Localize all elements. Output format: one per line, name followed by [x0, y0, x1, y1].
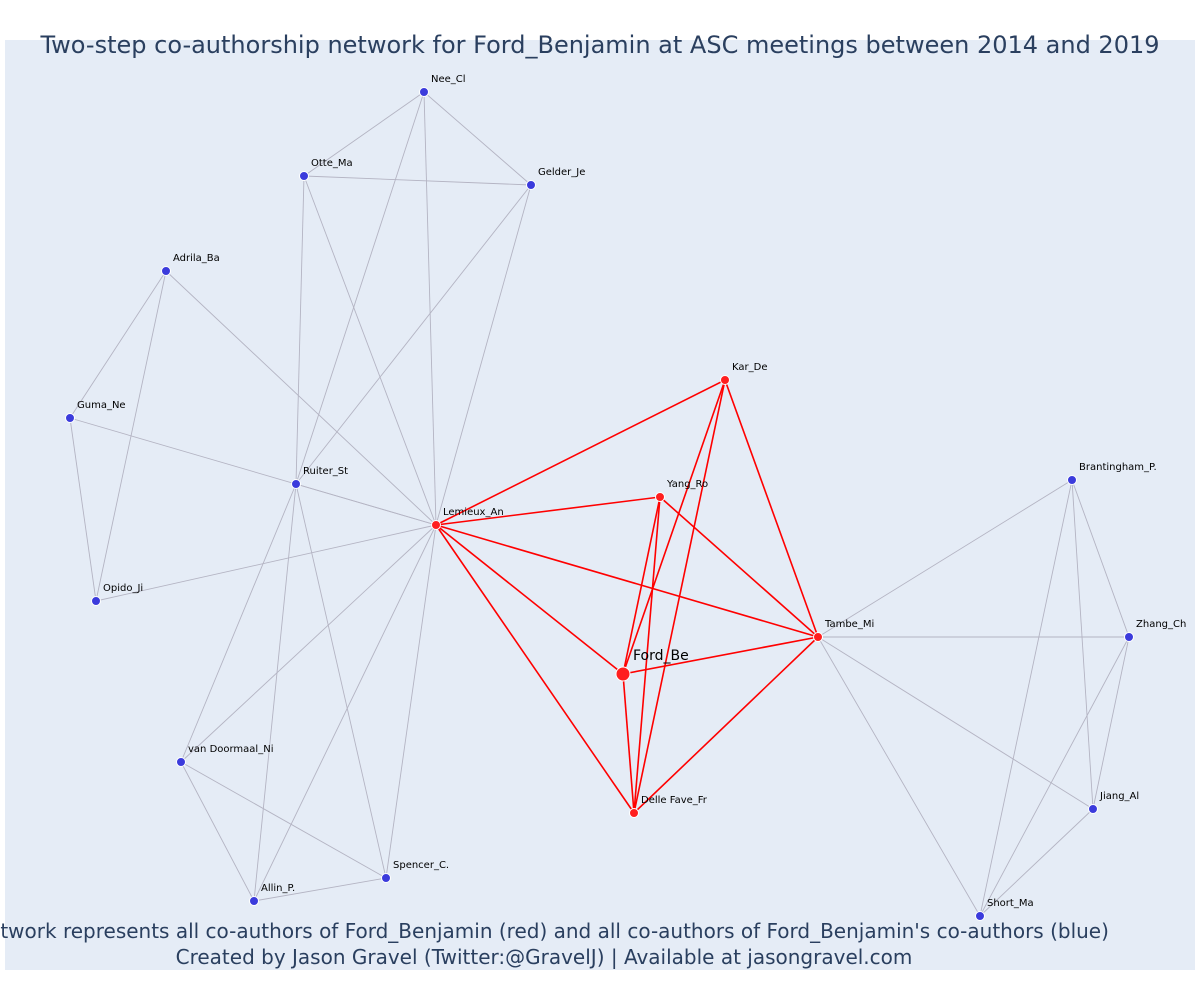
edge-lemieux-tambe: [435, 524, 819, 638]
edge-brantingham-short: [979, 479, 1073, 917]
node-label-nee: Nee_Cl: [431, 74, 466, 85]
node-spencer[interactable]: [381, 873, 391, 883]
edge-vandoormaal-spencer: [180, 761, 387, 879]
node-brantingham[interactable]: [1067, 475, 1077, 485]
node-label-delle: Delle Fave_Fr: [641, 795, 708, 806]
edge-otte-lemieux: [303, 175, 437, 526]
edge-guma-opido: [69, 417, 97, 602]
edge-spencer-allin: [253, 877, 387, 902]
edge-vandoormaal-allin: [180, 761, 255, 902]
node-label-spencer: Spencer_C.: [393, 860, 449, 871]
edge-vandoormaal-lemieux: [180, 524, 437, 763]
node-label-ruiter: Ruiter_St: [303, 466, 348, 477]
edge-layer: [69, 91, 1130, 917]
node-label-opido: Opido_Ji: [103, 583, 143, 594]
edge-adrila-lemieux: [165, 270, 437, 526]
node-label-zhang: Zhang_Ch: [1136, 619, 1186, 630]
node-vandoormaal[interactable]: [176, 757, 186, 767]
label-layer: Ford_Be Lemieux_An Kar_De Yang_Ro Tambe_Mi De…: [77, 74, 1186, 909]
node-kar[interactable]: [720, 375, 730, 385]
node-label-vandoormaal: van Doormaal_Ni: [188, 744, 273, 755]
node-label-yang: Yang_Ro: [666, 479, 708, 490]
edge-otte-gelder: [303, 175, 532, 186]
node-yang[interactable]: [655, 492, 665, 502]
node-nee[interactable]: [419, 87, 429, 97]
node-jiang[interactable]: [1088, 804, 1098, 814]
node-label-brantingham: Brantingham_P.: [1079, 462, 1157, 473]
edge-allin-lemieux: [253, 524, 437, 902]
node-label-jiang: Jiang_Al: [1099, 791, 1139, 802]
edge-ford-lemieux: [435, 524, 624, 675]
node-label-ford: Ford_Be: [633, 648, 689, 664]
edge-ford-kar: [622, 379, 726, 675]
node-short[interactable]: [975, 911, 985, 921]
node-allin[interactable]: [249, 896, 259, 906]
node-delle[interactable]: [629, 808, 639, 818]
edge-jiang-short: [979, 808, 1094, 917]
node-label-gelder: Gelder_Je: [538, 167, 585, 178]
node-label-kar: Kar_De: [732, 362, 767, 373]
edge-tambe-short: [817, 636, 981, 917]
edge-adrila-guma: [69, 270, 167, 419]
figure-title: Two-step co-authorship network for Ford_…: [39, 31, 1159, 59]
edge-lemieux-yang: [435, 496, 661, 526]
node-label-tambe: Tambe_Mi: [824, 619, 874, 630]
node-tambe[interactable]: [813, 632, 823, 642]
node-ford[interactable]: [615, 666, 631, 682]
edge-lemieux-delle: [435, 524, 635, 814]
edge-ruiter-vandoormaal: [180, 483, 297, 763]
node-layer: [65, 87, 1134, 921]
edge-opido-lemieux: [95, 524, 437, 602]
node-label-short: Short_Ma: [987, 898, 1034, 909]
node-adrila[interactable]: [161, 266, 171, 276]
node-guma[interactable]: [65, 413, 75, 423]
caption-line-2: Created by Jason Gravel (Twitter:@Gravel…: [176, 945, 913, 969]
node-ruiter[interactable]: [291, 479, 301, 489]
edge-ruiter-spencer: [295, 483, 387, 879]
edge-otte-ruiter: [295, 175, 305, 485]
edge-nee-lemieux: [423, 91, 437, 526]
node-label-adrila: Adrila_Ba: [173, 253, 220, 264]
edge-zhang-short: [979, 636, 1130, 917]
edge-ford-delle: [622, 673, 635, 814]
edge-ford-tambe: [622, 636, 819, 675]
edge-nee-otte: [303, 91, 425, 177]
edge-brantingham-jiang: [1071, 479, 1094, 810]
edge-ruiter-lemieux: [295, 483, 437, 526]
edge-yang-tambe: [659, 496, 819, 638]
node-lemieux[interactable]: [431, 520, 441, 530]
edge-brantingham-zhang: [1071, 479, 1130, 638]
edge-tambe-jiang: [817, 636, 1094, 810]
edge-tambe-brantingham: [817, 479, 1073, 638]
edge-gelder-ruiter: [295, 184, 532, 485]
edge-nee-gelder: [423, 91, 532, 186]
edge-kar-tambe: [724, 379, 819, 638]
edge-spencer-lemieux: [385, 524, 437, 879]
edge-tambe-delle: [633, 636, 819, 814]
caption-line-1: Network represents all co-authors of For…: [0, 919, 1109, 943]
edge-nee-ruiter: [295, 91, 425, 485]
node-label-lemieux: Lemieux_An: [443, 507, 504, 518]
edge-lemieux-kar: [435, 379, 726, 526]
edge-ruiter-allin: [253, 483, 297, 902]
edge-yang-delle: [633, 496, 661, 814]
node-label-guma: Guma_Ne: [77, 400, 126, 411]
node-zhang[interactable]: [1124, 632, 1134, 642]
edge-kar-delle: [633, 379, 726, 814]
node-otte[interactable]: [299, 171, 309, 181]
node-label-allin: Allin_P.: [261, 883, 295, 894]
node-opido[interactable]: [91, 596, 101, 606]
node-label-otte: Otte_Ma: [311, 158, 353, 169]
edge-gelder-lemieux: [435, 184, 532, 526]
edge-zhang-jiang: [1092, 636, 1130, 810]
node-gelder[interactable]: [526, 180, 536, 190]
